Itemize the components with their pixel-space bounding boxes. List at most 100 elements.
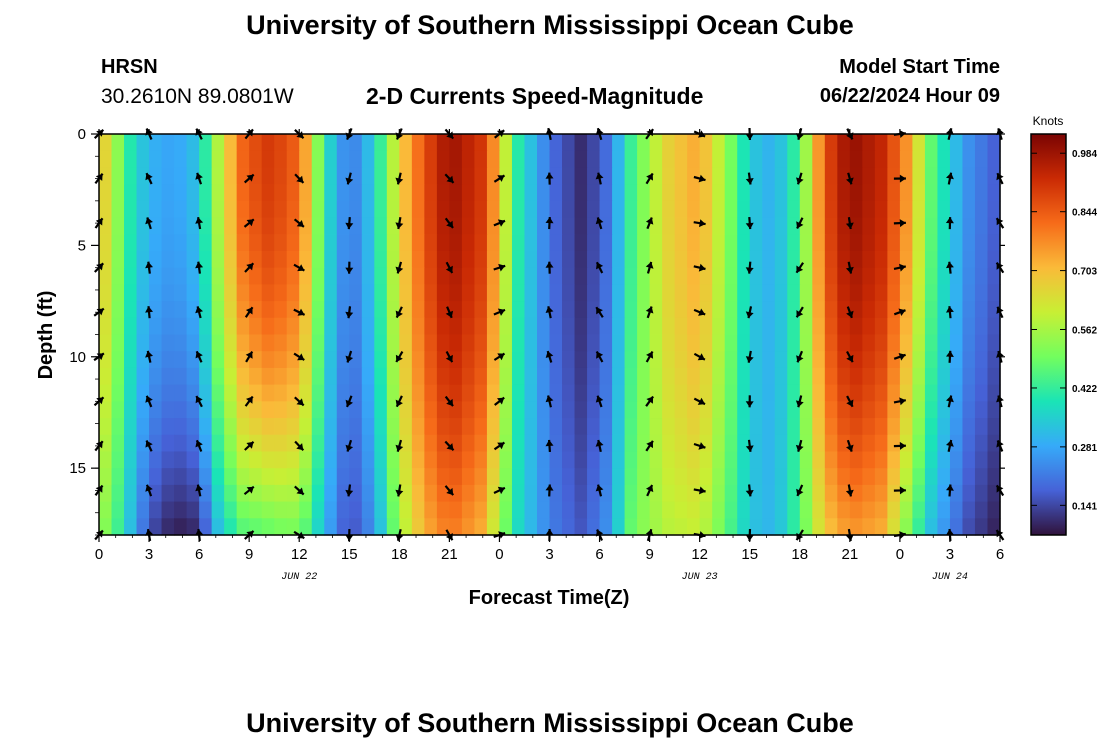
- heatmap-cell: [474, 234, 488, 252]
- arrow-head: [946, 440, 954, 447]
- heatmap-cell: [549, 434, 563, 453]
- x-tick-label: 3: [545, 546, 553, 563]
- heatmap-cell: [424, 250, 438, 269]
- arrow-head: [796, 265, 804, 273]
- heatmap-cell: [249, 134, 263, 152]
- heatmap-cell: [687, 501, 701, 519]
- heatmap-cell: [411, 234, 425, 252]
- heatmap-cell: [324, 150, 338, 169]
- heatmap-cell: [111, 234, 125, 252]
- current-arrow: [145, 306, 153, 319]
- arrow-head: [145, 173, 153, 181]
- heatmap-cell: [649, 418, 663, 436]
- heatmap-cell: [361, 418, 375, 436]
- heatmap-cell: [749, 367, 763, 386]
- heatmap-cell: [774, 184, 788, 202]
- heatmap-cell: [824, 501, 838, 519]
- heatmap-cell: [949, 184, 964, 202]
- heatmap-cell: [136, 401, 150, 419]
- heatmap-cell: [724, 401, 738, 419]
- heatmap-cell: [849, 167, 863, 185]
- heatmap-cell: [849, 451, 863, 469]
- heatmap-cell: [286, 167, 300, 185]
- heatmap-cell: [199, 234, 213, 252]
- heatmap-cell: [987, 367, 1001, 386]
- heatmap-cell: [399, 284, 413, 302]
- heatmap-cell: [612, 250, 626, 269]
- heatmap-cell: [486, 367, 501, 386]
- heatmap-cell: [386, 451, 400, 469]
- heatmap-cell: [887, 134, 901, 152]
- arrow-head: [445, 310, 454, 318]
- current-arrow: [244, 395, 254, 407]
- arrow-head: [446, 398, 453, 407]
- heatmap-cell: [687, 234, 701, 252]
- heatmap-cell: [324, 418, 338, 436]
- heatmap-cell: [624, 301, 638, 319]
- heatmap-cell: [149, 150, 163, 169]
- heatmap-cell: [962, 301, 976, 319]
- colorbar-unit: Knots: [1033, 114, 1064, 128]
- heatmap-cell: [236, 451, 250, 469]
- current-arrow: [945, 217, 954, 230]
- heatmap-cell: [799, 367, 813, 386]
- heatmap-cell: [336, 451, 350, 469]
- heatmap-cell: [499, 518, 513, 536]
- heatmap-cell: [649, 184, 663, 202]
- heatmap-cell: [111, 267, 125, 285]
- heatmap-cell: [224, 418, 238, 436]
- heatmap-cell: [587, 401, 601, 419]
- heatmap-cell: [962, 167, 976, 185]
- arrow-head: [846, 444, 854, 452]
- heatmap-cell: [949, 484, 964, 503]
- heatmap-cell: [436, 184, 450, 202]
- heatmap-cell: [436, 200, 450, 219]
- heatmap-cell: [124, 518, 138, 536]
- heatmap-cell: [962, 150, 976, 169]
- heatmap-cell: [724, 167, 738, 185]
- heatmap-cell: [336, 150, 350, 169]
- heatmap-cell: [799, 434, 813, 453]
- arrow-head: [646, 440, 653, 449]
- heatmap-cell: [436, 317, 450, 336]
- heatmap-cell: [649, 150, 663, 169]
- heatmap-cell: [649, 334, 663, 352]
- colorbar-tick-label: 0.281: [1072, 443, 1097, 454]
- heatmap-cell: [261, 434, 275, 453]
- heatmap-cell: [361, 184, 375, 202]
- heatmap-cell: [149, 250, 163, 269]
- current-arrow: [444, 440, 455, 452]
- heatmap-cell: [399, 150, 413, 169]
- heatmap-cell: [887, 150, 901, 169]
- heatmap-cell: [174, 468, 188, 486]
- heatmap-cell: [224, 384, 238, 402]
- heatmap-cell: [799, 217, 813, 235]
- heatmap-cell: [424, 284, 438, 302]
- heatmap-cell: [461, 518, 476, 536]
- heatmap-cell: [562, 484, 576, 503]
- heatmap-cell: [612, 134, 626, 152]
- heatmap-cell: [486, 284, 501, 302]
- current-arrow: [693, 486, 706, 495]
- heatmap-cell: [649, 250, 663, 269]
- heatmap-cell: [787, 351, 801, 369]
- heatmap-cell: [549, 367, 563, 386]
- heatmap-cell: [774, 301, 788, 319]
- heatmap-cell: [599, 367, 613, 386]
- heatmap-cell: [712, 418, 726, 436]
- heatmap-cell: [862, 418, 876, 436]
- heatmap-cell: [374, 468, 388, 486]
- current-arrow: [145, 217, 153, 230]
- heatmap-cell: [324, 401, 338, 419]
- heatmap-cell: [787, 451, 801, 469]
- heatmap-cell: [499, 401, 513, 419]
- heatmap-cell: [924, 367, 939, 386]
- heatmap-cell: [824, 167, 838, 185]
- heatmap-cell: [449, 468, 463, 486]
- heatmap-cell: [687, 434, 701, 453]
- heatmap-cell: [224, 250, 238, 269]
- heatmap-cell: [224, 434, 238, 453]
- heatmap-cell: [261, 250, 275, 269]
- heatmap-cell: [849, 484, 863, 503]
- heatmap-cell: [174, 451, 188, 469]
